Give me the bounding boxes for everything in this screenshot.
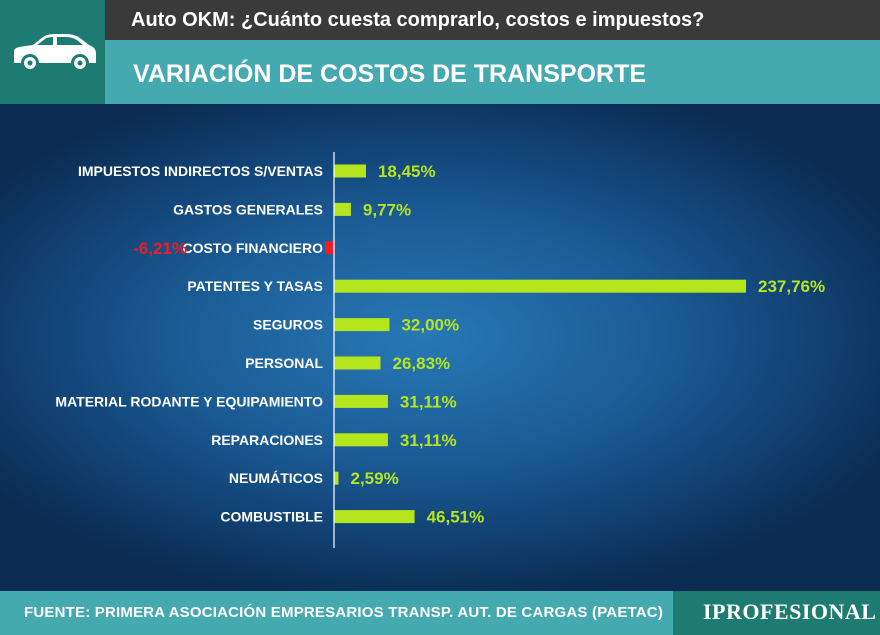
- bar-1: [334, 164, 366, 178]
- category-label-8: REPARACIONES: [211, 432, 323, 448]
- category-label-3: COSTO FINANCIERO: [182, 240, 323, 256]
- bar-2: [334, 202, 351, 216]
- value-label-8: 31,11%: [400, 431, 457, 450]
- bar-7: [334, 394, 388, 408]
- icon-box: [0, 0, 105, 104]
- chart-title-bar: VARIACIÓN DE COSTOS DE TRANSPORTE: [105, 40, 880, 104]
- chart-title: VARIACIÓN DE COSTOS DE TRANSPORTE: [133, 60, 647, 88]
- bar-6: [334, 356, 381, 370]
- bar-chart: IMPUESTOS INDIRECTOS S/VENTAS 18,45% GASTO…: [55, 152, 825, 548]
- top-title: Auto OKM: ¿Cuánto cuesta comprarlo, cost…: [131, 9, 705, 31]
- value-label-9: 2,59%: [350, 469, 398, 488]
- category-label-6: PERSONAL: [245, 355, 323, 371]
- value-label-4: 237,76%: [758, 277, 825, 296]
- value-label-5: 32,00%: [401, 316, 459, 335]
- value-label-3: -6,21%: [133, 239, 187, 258]
- bar-10: [334, 510, 415, 524]
- chart-background: [0, 104, 880, 591]
- category-label-7: MATERIAL RODANTE Y EQUIPAMIENTO: [55, 393, 323, 409]
- value-label-2: 9,77%: [363, 200, 411, 219]
- category-label-1: IMPUESTOS INDIRECTOS S/VENTAS: [78, 163, 323, 179]
- category-label-10: COMBUSTIBLE: [220, 509, 323, 525]
- category-label-5: SEGUROS: [253, 317, 323, 333]
- value-label-10: 46,51%: [427, 508, 485, 527]
- footer-bar: FUENTE: PRIMERA ASOCIACIÓN EMPRESARIOS T…: [0, 591, 880, 635]
- bar-3: [325, 241, 334, 255]
- brand-box: IPROFESIONAL: [673, 591, 880, 635]
- category-label-4: PATENTES Y TASAS: [187, 278, 323, 294]
- source-note: FUENTE: PRIMERA ASOCIACIÓN EMPRESARIOS T…: [24, 604, 664, 621]
- bar-8: [334, 433, 388, 447]
- value-label-7: 31,11%: [400, 392, 457, 411]
- bar-4: [334, 279, 746, 293]
- top-title-bar: Auto OKM: ¿Cuánto cuesta comprarlo, cost…: [105, 0, 880, 40]
- bar-9: [334, 471, 339, 485]
- category-label-9: NEUMÁTICOS: [229, 470, 323, 486]
- bar-5: [334, 318, 390, 332]
- category-label-2: GASTOS GENERALES: [173, 201, 323, 217]
- car-icon: [14, 34, 96, 72]
- value-label-6: 26,83%: [392, 354, 450, 373]
- value-label-1: 18,45%: [378, 162, 436, 181]
- brand-logo: IPROFESIONAL: [703, 599, 877, 624]
